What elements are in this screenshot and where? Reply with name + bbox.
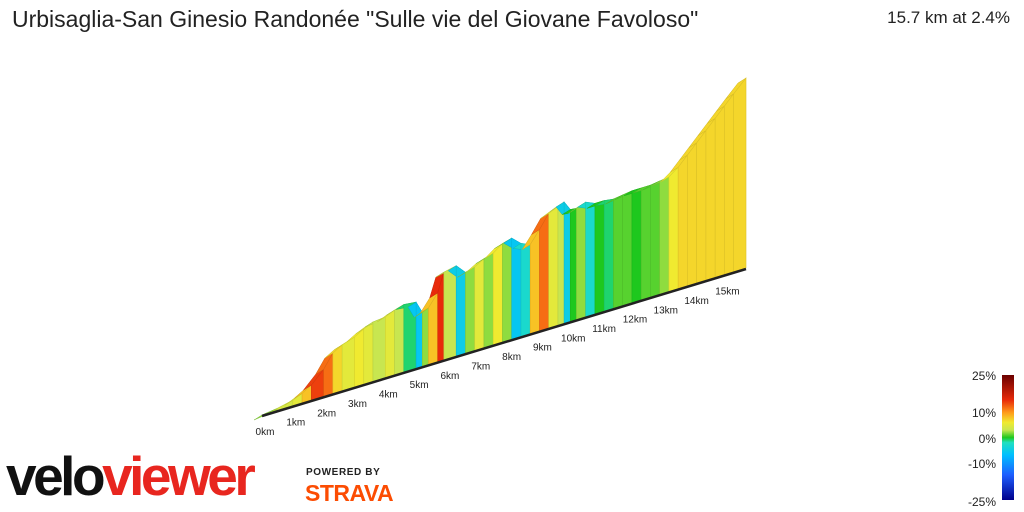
profile-segment bbox=[483, 252, 494, 348]
profile-segment bbox=[677, 154, 688, 290]
profile-segment bbox=[529, 228, 540, 334]
logo-text-velo: velo bbox=[6, 445, 106, 507]
km-tick-label: 0km bbox=[256, 427, 275, 438]
profile-segment bbox=[474, 257, 485, 351]
profile-segment bbox=[613, 194, 623, 309]
profile-segment bbox=[714, 105, 725, 278]
profile-baseline bbox=[261, 267, 747, 418]
profile-segment bbox=[341, 336, 355, 392]
gradient-legend: 25% 10% 0% -10% -25% bbox=[968, 369, 1014, 509]
profile-segment bbox=[576, 201, 586, 320]
profile-segment bbox=[650, 180, 660, 298]
profile-segment bbox=[354, 328, 365, 388]
powered-by-label: POWERED BY bbox=[306, 467, 381, 478]
profile-segment bbox=[557, 201, 565, 326]
legend-color-bar bbox=[1002, 375, 1014, 500]
profile-segment bbox=[394, 304, 405, 376]
profile-segment bbox=[511, 237, 522, 340]
profile-segment bbox=[705, 117, 716, 281]
profile-segment bbox=[443, 265, 457, 361]
legend-tick-label: -10% bbox=[968, 457, 996, 471]
profile-segment bbox=[585, 201, 596, 318]
distance-axis: 0km 1km 2km 3km 4km 5km 6km 7km 8km 9km 10km 11km 12… bbox=[256, 267, 747, 438]
route-summary: 15.7 km at 2.4% bbox=[887, 8, 1010, 27]
profile-segment bbox=[539, 212, 550, 332]
km-tick-label: 14km bbox=[684, 296, 708, 307]
km-tick-label: 5km bbox=[410, 380, 429, 391]
profile-segment bbox=[640, 184, 651, 301]
profile-segment bbox=[422, 307, 429, 367]
profile-segment bbox=[622, 190, 633, 306]
logo-text-viewer: viewer bbox=[102, 445, 256, 507]
profile-segment bbox=[372, 316, 386, 382]
profile-segment bbox=[569, 207, 577, 322]
profile-segment bbox=[594, 200, 605, 315]
km-tick-label: 11km bbox=[592, 324, 616, 335]
legend-tick-label: -25% bbox=[968, 495, 996, 509]
profile-segment bbox=[733, 77, 747, 273]
profile-strips bbox=[253, 77, 747, 421]
profile-segment bbox=[668, 166, 679, 292]
page-title: Urbisaglia-San Ginesio Randonée "Sulle v… bbox=[12, 6, 699, 32]
veloviewer-logo[interactable]: veloviewer bbox=[6, 449, 256, 504]
legend-tick-label: 25% bbox=[972, 369, 996, 383]
km-tick-label: 7km bbox=[471, 361, 490, 372]
profile-segment bbox=[465, 266, 476, 354]
profile-segment bbox=[363, 321, 374, 385]
profile-segment bbox=[631, 187, 642, 304]
km-tick-label: 15km bbox=[715, 287, 739, 298]
km-tick-label: 13km bbox=[654, 305, 678, 316]
km-tick-label: 4km bbox=[379, 390, 398, 401]
profile-segment bbox=[492, 242, 503, 346]
km-tick-label: 2km bbox=[317, 408, 336, 419]
km-tick-label: 6km bbox=[441, 371, 460, 382]
km-tick-label: 3km bbox=[348, 399, 367, 410]
profile-segment bbox=[332, 344, 343, 394]
km-tick-label: 12km bbox=[623, 315, 647, 326]
profile-segment bbox=[687, 141, 697, 287]
profile-segment bbox=[724, 92, 734, 275]
profile-segment bbox=[659, 176, 670, 295]
profile-segment bbox=[548, 205, 559, 329]
km-tick-label: 1km bbox=[286, 418, 305, 429]
km-tick-label: 8km bbox=[502, 352, 521, 363]
profile-segment bbox=[520, 243, 531, 337]
legend-tick-label: 0% bbox=[979, 432, 997, 446]
profile-segment bbox=[385, 309, 395, 378]
km-tick-label: 9km bbox=[533, 343, 552, 354]
strava-logo[interactable]: STRAVA bbox=[305, 480, 394, 506]
legend-tick-label: 10% bbox=[972, 406, 996, 420]
profile-segment bbox=[603, 198, 614, 312]
profile-segment bbox=[563, 201, 571, 324]
profile-segment bbox=[696, 129, 707, 284]
km-tick-label: 10km bbox=[561, 333, 585, 344]
profile-segment bbox=[502, 237, 513, 343]
profile-segment bbox=[455, 265, 466, 357]
